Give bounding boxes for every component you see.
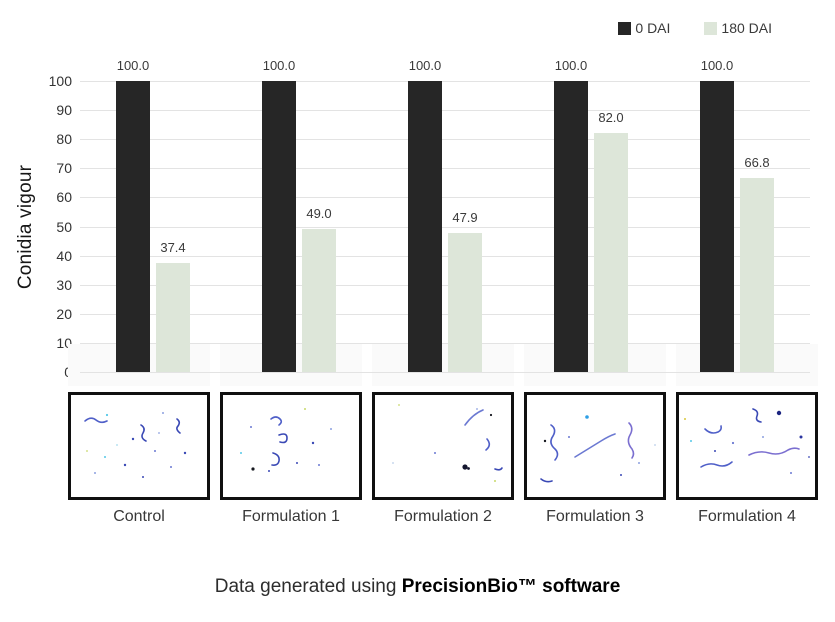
- y-tick-label: 90: [56, 102, 72, 119]
- bar-180-dai-formulation-3: [594, 133, 628, 372]
- conidia-sketch: [540, 415, 656, 483]
- gridline: [80, 313, 810, 315]
- legend-item-0-dai: 0 DAI: [618, 20, 670, 36]
- gridline: [80, 255, 810, 257]
- value-label: 47.9: [452, 209, 478, 225]
- gridline: [80, 226, 810, 228]
- gridline: [80, 139, 810, 141]
- bar-180-dai-formulation-4: [740, 177, 774, 372]
- bar-180-dai-formulation-2: [448, 232, 482, 372]
- bar-0-dai-formulation-2: [408, 81, 442, 372]
- y-tick-label: 100: [48, 73, 72, 89]
- legend-item-180-dai: 180 DAI: [704, 20, 772, 36]
- category-label-formulation-3: Formulation 3: [546, 508, 644, 525]
- plot-area: 100.0 37.4 100.0 49.0 100.0 47.9 100.0 82.0 100.…: [68, 58, 818, 386]
- category-label-formulation-4: Formulation 4: [698, 508, 796, 525]
- bar-0-dai-formulation-3: [554, 81, 588, 372]
- conidia-sketch: [240, 408, 332, 472]
- value-label: 100.0: [262, 58, 296, 73]
- value-label: 82.0: [598, 110, 624, 126]
- micrograph-formulation-1: [220, 392, 362, 500]
- conidia-sketch: [684, 408, 810, 474]
- category-label-row: Control Formulation 1 Formulation 2 Form…: [68, 508, 818, 526]
- value-label: 100.0: [700, 58, 734, 73]
- legend-label: 0 DAI: [635, 20, 671, 36]
- bar-0-dai-control: [116, 81, 150, 372]
- category-label-formulation-2: Formulation 2: [394, 508, 492, 525]
- gridline: [80, 284, 810, 286]
- value-label: 37.4: [160, 240, 186, 256]
- bar-180-dai-formulation-1: [302, 229, 336, 372]
- value-label: 100.0: [554, 58, 588, 73]
- micrograph-formulation-4: [676, 392, 818, 500]
- y-axis-ticks: 0102030405060708090100: [28, 73, 72, 380]
- caption: Data generated using PrecisionBio™ softw…: [0, 576, 835, 598]
- legend-swatch-180-dai: [704, 21, 718, 35]
- legend-swatch-0-dai: [618, 21, 632, 35]
- gridline: [80, 81, 810, 82]
- conidia-sketch: [84, 412, 187, 478]
- bar-0-dai-formulation-4: [700, 81, 734, 372]
- y-tick-label: 70: [56, 160, 72, 177]
- y-tick-label: 80: [56, 131, 72, 148]
- gridline: [80, 110, 810, 112]
- category-label-formulation-1: Formulation 1: [242, 508, 340, 525]
- caption-prefix: Data generated using: [214, 576, 402, 597]
- gridline: [80, 197, 810, 199]
- bar-180-dai-control: [156, 263, 190, 372]
- category-label-control: Control: [113, 508, 165, 525]
- value-label: 100.0: [408, 58, 442, 73]
- conidia-sketch: [392, 404, 503, 482]
- category-shade: [372, 344, 514, 386]
- value-label: 66.8: [744, 154, 770, 170]
- bar-0-dai-formulation-1: [262, 81, 296, 372]
- legend-label: 180 DAI: [721, 20, 772, 36]
- micrograph-formulation-2: [372, 392, 514, 500]
- y-tick-label: 50: [56, 218, 72, 235]
- chart-legend: 0 DAI 180 DAI: [618, 20, 772, 36]
- gridline: [80, 372, 810, 373]
- y-tick-label: 20: [56, 305, 72, 322]
- y-tick-label: 60: [56, 189, 72, 206]
- micrograph-control: [68, 392, 210, 500]
- value-label: 49.0: [306, 206, 332, 222]
- caption-brand: PrecisionBio™ software: [401, 576, 621, 597]
- y-tick-label: 40: [56, 247, 72, 264]
- gridline: [80, 168, 810, 170]
- value-label: 100.0: [116, 58, 150, 73]
- y-tick-label: 30: [56, 276, 72, 293]
- micrograph-row: [68, 392, 818, 500]
- micrograph-formulation-3: [524, 392, 666, 500]
- gridline: [80, 342, 810, 344]
